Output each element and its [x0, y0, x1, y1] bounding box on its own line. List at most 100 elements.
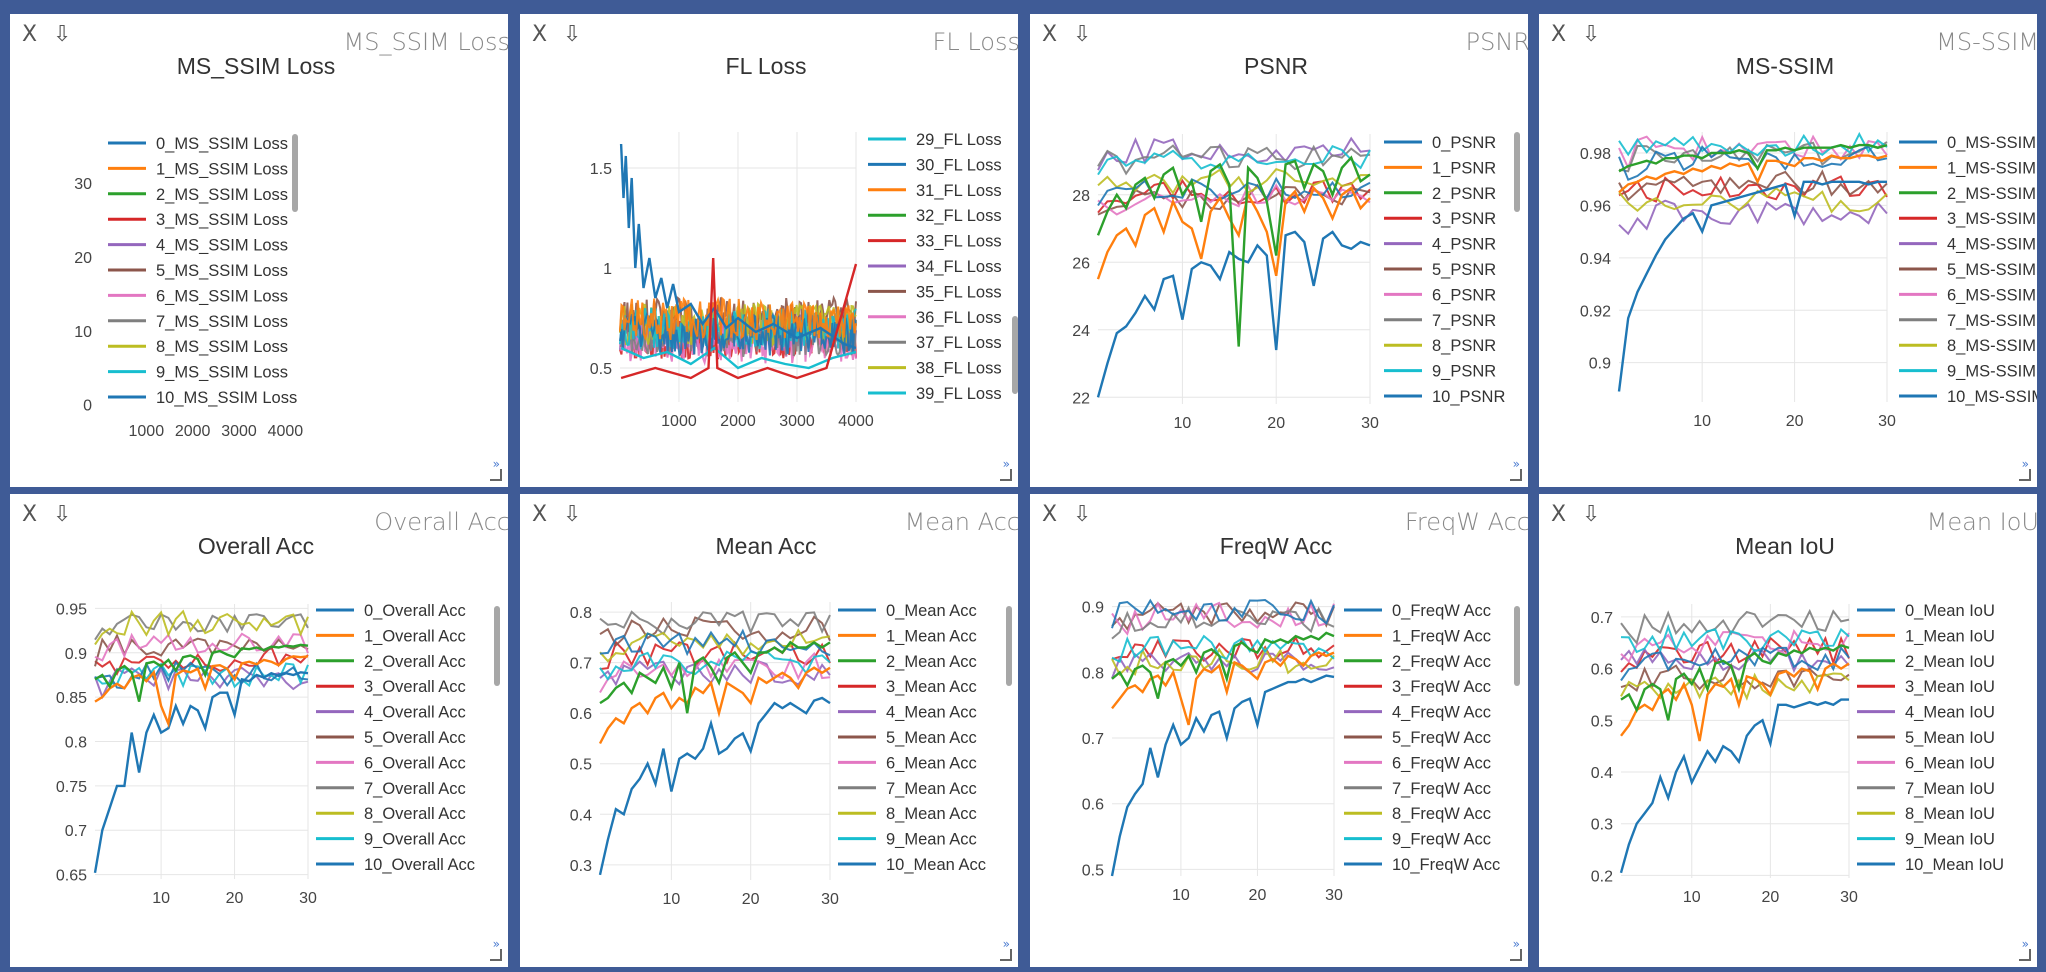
- legend-item[interactable]: 31_FL Loss: [868, 182, 1002, 200]
- legend-item[interactable]: 4_Mean IoU: [1857, 704, 1995, 722]
- legend-item[interactable]: 3_FreqW Acc: [1344, 678, 1491, 696]
- close-icon[interactable]: X: [22, 502, 38, 527]
- legend-item[interactable]: 8_Mean Acc: [838, 805, 977, 823]
- legend-item[interactable]: 7_PSNR: [1384, 312, 1496, 330]
- legend-item[interactable]: 8_FreqW Acc: [1344, 805, 1491, 823]
- pin-icon[interactable]: ⇩: [1073, 22, 1092, 47]
- legend-item[interactable]: 4_Mean Acc: [838, 704, 977, 722]
- legend-item[interactable]: 9_PSNR: [1384, 363, 1496, 381]
- close-icon[interactable]: X: [22, 22, 38, 47]
- resize-handle[interactable]: [1510, 949, 1522, 961]
- legend-item[interactable]: 0_Mean Acc: [838, 602, 977, 620]
- pin-icon[interactable]: ⇩: [1073, 502, 1092, 527]
- pin-icon[interactable]: ⇩: [1582, 22, 1601, 47]
- close-icon[interactable]: X: [1042, 22, 1058, 47]
- close-icon[interactable]: X: [1042, 502, 1058, 527]
- expand-icon[interactable]: »: [492, 937, 500, 951]
- pin-icon[interactable]: ⇩: [53, 502, 72, 527]
- resize-handle[interactable]: [2019, 469, 2031, 481]
- legend-item[interactable]: 0_PSNR: [1384, 134, 1496, 152]
- expand-icon[interactable]: »: [2021, 937, 2029, 951]
- legend-item[interactable]: 9_Overall Acc: [316, 831, 466, 849]
- expand-icon[interactable]: »: [2021, 457, 2029, 471]
- close-icon[interactable]: X: [532, 502, 548, 527]
- resize-handle[interactable]: [490, 469, 502, 481]
- legend-item[interactable]: 9_MS_SSIM Loss: [108, 364, 288, 382]
- legend-item[interactable]: 5_PSNR: [1384, 261, 1496, 279]
- legend-scrollbar[interactable]: [1006, 606, 1012, 686]
- legend-item[interactable]: 0_MS-SSIM: [1899, 134, 2036, 152]
- legend-item[interactable]: 4_PSNR: [1384, 236, 1496, 254]
- legend-item[interactable]: 8_Mean IoU: [1857, 805, 1995, 823]
- legend-item[interactable]: 5_Mean Acc: [838, 729, 977, 747]
- legend-item[interactable]: 1_PSNR: [1384, 159, 1496, 177]
- legend-item[interactable]: 6_Overall Acc: [316, 754, 466, 772]
- legend-item[interactable]: 6_MS-SSIM: [1899, 286, 2036, 304]
- legend-item[interactable]: 6_MS_SSIM Loss: [108, 287, 288, 305]
- pin-icon[interactable]: ⇩: [563, 502, 582, 527]
- expand-icon[interactable]: »: [1512, 937, 1520, 951]
- legend-item[interactable]: 7_Mean Acc: [838, 780, 977, 798]
- legend-item[interactable]: 10_PSNR: [1384, 388, 1505, 406]
- legend-scrollbar[interactable]: [1514, 132, 1520, 212]
- legend-item[interactable]: 10_MS-SSIM: [1899, 388, 2037, 406]
- close-icon[interactable]: X: [1551, 22, 1567, 47]
- legend-item[interactable]: 5_FreqW Acc: [1344, 729, 1491, 747]
- legend-item[interactable]: 4_MS_SSIM Loss: [108, 237, 288, 255]
- legend-item[interactable]: 2_MS_SSIM Loss: [108, 186, 288, 204]
- legend-item[interactable]: 6_PSNR: [1384, 286, 1496, 304]
- legend-item[interactable]: 1_Mean IoU: [1857, 627, 1995, 645]
- legend-item[interactable]: 10_FreqW Acc: [1344, 856, 1500, 874]
- legend-item[interactable]: 3_Mean IoU: [1857, 678, 1995, 696]
- legend-item[interactable]: 1_MS_SSIM Loss: [108, 160, 288, 178]
- legend-item[interactable]: 3_Overall Acc: [316, 678, 466, 696]
- resize-handle[interactable]: [1000, 949, 1012, 961]
- legend-item[interactable]: 8_MS-SSIM: [1899, 337, 2036, 355]
- legend-item[interactable]: 4_MS-SSIM: [1899, 236, 2036, 254]
- legend-item[interactable]: 5_MS_SSIM Loss: [108, 262, 288, 280]
- legend-item[interactable]: 9_Mean Acc: [838, 831, 977, 849]
- legend-item[interactable]: 10_MS_SSIM Loss: [108, 389, 297, 407]
- legend-item[interactable]: 5_Mean IoU: [1857, 729, 1995, 747]
- legend-item[interactable]: 5_Overall Acc: [316, 729, 466, 747]
- legend-item[interactable]: 10_Overall Acc: [316, 856, 475, 874]
- legend-item[interactable]: 8_MS_SSIM Loss: [108, 338, 288, 356]
- legend-item[interactable]: 7_MS_SSIM Loss: [108, 313, 288, 331]
- legend-item[interactable]: 9_Mean IoU: [1857, 831, 1995, 849]
- legend-item[interactable]: 33_FL Loss: [868, 233, 1002, 251]
- legend-item[interactable]: 1_MS-SSIM: [1899, 159, 2036, 177]
- legend-scrollbar[interactable]: [494, 606, 500, 686]
- legend-item[interactable]: 3_PSNR: [1384, 210, 1496, 228]
- legend-item[interactable]: 2_MS-SSIM: [1899, 185, 2036, 203]
- legend-item[interactable]: 1_Mean Acc: [838, 627, 977, 645]
- close-icon[interactable]: X: [532, 22, 548, 47]
- resize-handle[interactable]: [490, 949, 502, 961]
- legend-item[interactable]: 30_FL Loss: [868, 156, 1002, 174]
- legend-item[interactable]: 35_FL Loss: [868, 283, 1002, 301]
- expand-icon[interactable]: »: [1002, 937, 1010, 951]
- legend-item[interactable]: 37_FL Loss: [868, 334, 1002, 352]
- legend-item[interactable]: 7_Overall Acc: [316, 780, 466, 798]
- legend-item[interactable]: 10_Mean IoU: [1857, 856, 2004, 874]
- legend-item[interactable]: 32_FL Loss: [868, 207, 1002, 225]
- legend-item[interactable]: 3_MS_SSIM Loss: [108, 211, 288, 229]
- legend-item[interactable]: 6_Mean IoU: [1857, 754, 1995, 772]
- legend-item[interactable]: 36_FL Loss: [868, 309, 1002, 327]
- legend-item[interactable]: 0_MS_SSIM Loss: [108, 135, 288, 153]
- legend-item[interactable]: 2_Mean IoU: [1857, 653, 1995, 671]
- expand-icon[interactable]: »: [1002, 457, 1010, 471]
- legend-item[interactable]: 3_MS-SSIM: [1899, 210, 2036, 228]
- expand-icon[interactable]: »: [1512, 457, 1520, 471]
- legend-item[interactable]: 1_Overall Acc: [316, 627, 466, 645]
- resize-handle[interactable]: [1000, 469, 1012, 481]
- legend-item[interactable]: 0_FreqW Acc: [1344, 602, 1491, 620]
- legend-item[interactable]: 7_FreqW Acc: [1344, 780, 1491, 798]
- legend-item[interactable]: 2_Overall Acc: [316, 653, 466, 671]
- legend-item[interactable]: 6_FreqW Acc: [1344, 754, 1491, 772]
- legend-item[interactable]: 9_FreqW Acc: [1344, 831, 1491, 849]
- legend-item[interactable]: 0_Mean IoU: [1857, 602, 1995, 620]
- expand-icon[interactable]: »: [492, 457, 500, 471]
- legend-item[interactable]: 2_FreqW Acc: [1344, 653, 1491, 671]
- pin-icon[interactable]: ⇩: [563, 22, 582, 47]
- resize-handle[interactable]: [1510, 469, 1522, 481]
